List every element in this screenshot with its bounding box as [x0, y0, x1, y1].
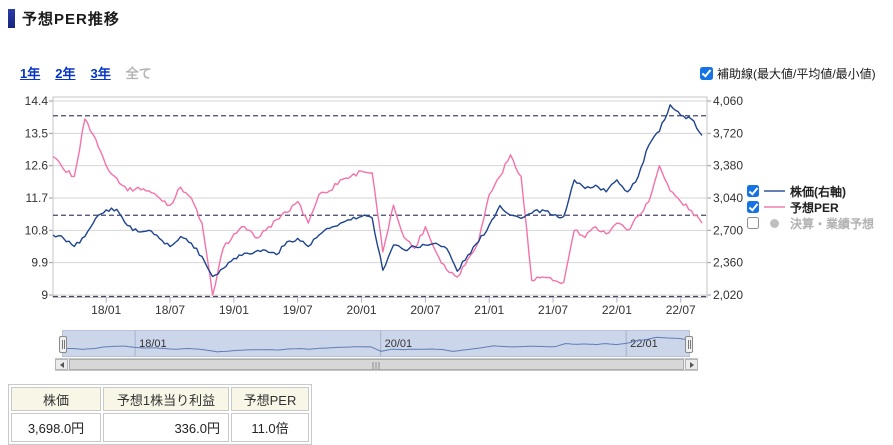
navigator-price-line	[63, 336, 689, 353]
price-legend-label: 株価(右軸)	[790, 184, 846, 199]
y-axis-label-left: 14.4	[25, 94, 49, 108]
legend-row-per: 予想PER	[747, 199, 874, 215]
legend-row-results: 決算・業績予想	[747, 215, 874, 231]
aux-line-label: 補助線(最大値/平均値/最小値)	[717, 67, 876, 81]
navigator-label: 20/01	[385, 338, 413, 350]
x-axis-label: 19/01	[219, 303, 249, 317]
chart-navigator[interactable]: 18/01 20/01 22/01	[59, 330, 693, 357]
chart-scrollbar[interactable]	[55, 358, 698, 371]
scrollbar-right-arrow[interactable]	[685, 359, 698, 370]
y-axis-label-right: 3,380	[713, 159, 743, 173]
navigator-label: 18/01	[139, 338, 167, 350]
x-axis-label: 18/07	[155, 303, 185, 317]
summary-table-value-row: 3,698.0円 336.0円 11.0倍	[11, 413, 309, 442]
per-series-checkbox[interactable]	[747, 201, 759, 213]
results-checkbox[interactable]	[747, 217, 759, 229]
price-series-line	[52, 104, 703, 278]
header-eps: 予想1株当り利益	[103, 387, 229, 411]
y-axis-label-right: 2,360	[713, 256, 743, 270]
x-axis-label: 21/07	[538, 303, 568, 317]
summary-table-header-row: 株価 予想1株当り利益 予想PER	[11, 387, 309, 411]
value-per: 11.0倍	[231, 413, 309, 442]
y-axis-label-left: 9	[41, 288, 48, 302]
per-legend-label: 予想PER	[790, 200, 839, 215]
y-axis-label-left: 12.6	[25, 159, 49, 173]
y-axis-label-right: 4,060	[713, 94, 743, 108]
x-axis-label: 20/01	[347, 303, 377, 317]
x-axis-label: 19/07	[283, 303, 313, 317]
plot-border	[52, 96, 708, 298]
aux-line-checkbox[interactable]	[700, 67, 713, 80]
price-series-checkbox[interactable]	[747, 185, 759, 197]
header-per: 予想PER	[231, 387, 309, 411]
chart-legend: 株価(右軸) 予想PER 決算・業績予想	[747, 183, 874, 231]
x-axis-label: 22/07	[666, 303, 696, 317]
aux-line-toggle-row: 補助線(最大値/平均値/最小値)	[700, 65, 876, 82]
y-axis-label-left: 13.5	[25, 126, 49, 140]
tab-all-selected: 全て	[125, 66, 152, 81]
y-axis-label-right: 2,700	[713, 223, 743, 237]
per-series-line	[52, 118, 703, 296]
navigator-mini-chart: 18/01 20/01 22/01	[63, 331, 689, 356]
y-axis-label-left: 9.9	[31, 256, 48, 270]
tab-3year[interactable]: 3年	[90, 66, 111, 81]
y-axis-label-left: 11.7	[26, 191, 49, 205]
y-axis-label-right: 3,040	[713, 191, 743, 205]
y-axis-label-right: 3,720	[713, 126, 743, 140]
scrollbar-left-arrow[interactable]	[55, 359, 68, 370]
period-tabs: 1年 2年 3年 全て	[20, 63, 152, 82]
value-price: 3,698.0円	[11, 413, 101, 442]
navigator-right-handle[interactable]	[685, 336, 693, 353]
x-axis-label: 22/01	[602, 303, 632, 317]
scrollbar-thumb[interactable]	[69, 359, 684, 370]
x-axis-label: 20/07	[410, 303, 440, 317]
title-accent-bar	[8, 9, 15, 28]
per-line-swatch	[764, 206, 785, 208]
header-price: 株価	[11, 387, 101, 411]
results-legend-label: 決算・業績予想	[790, 216, 875, 231]
value-eps: 336.0円	[103, 413, 229, 442]
summary-table: 株価 予想1株当り利益 予想PER 3,698.0円 336.0円 11.0倍	[8, 384, 312, 445]
tab-1year[interactable]: 1年	[20, 66, 41, 81]
y-axis-label-left: 10.8	[25, 223, 49, 237]
price-line-swatch	[764, 190, 785, 192]
y-axis-label-right: 2,020	[713, 288, 743, 302]
x-axis-label: 18/01	[91, 303, 121, 317]
page-title: 予想PER推移	[22, 11, 120, 28]
tab-2year[interactable]: 2年	[55, 66, 76, 81]
legend-row-price: 株価(右軸)	[747, 183, 874, 199]
navigator-left-handle[interactable]	[59, 336, 67, 353]
x-axis-label: 21/01	[474, 303, 504, 317]
section-header: 予想PER推移	[8, 8, 120, 29]
results-dot-icon	[770, 218, 779, 228]
